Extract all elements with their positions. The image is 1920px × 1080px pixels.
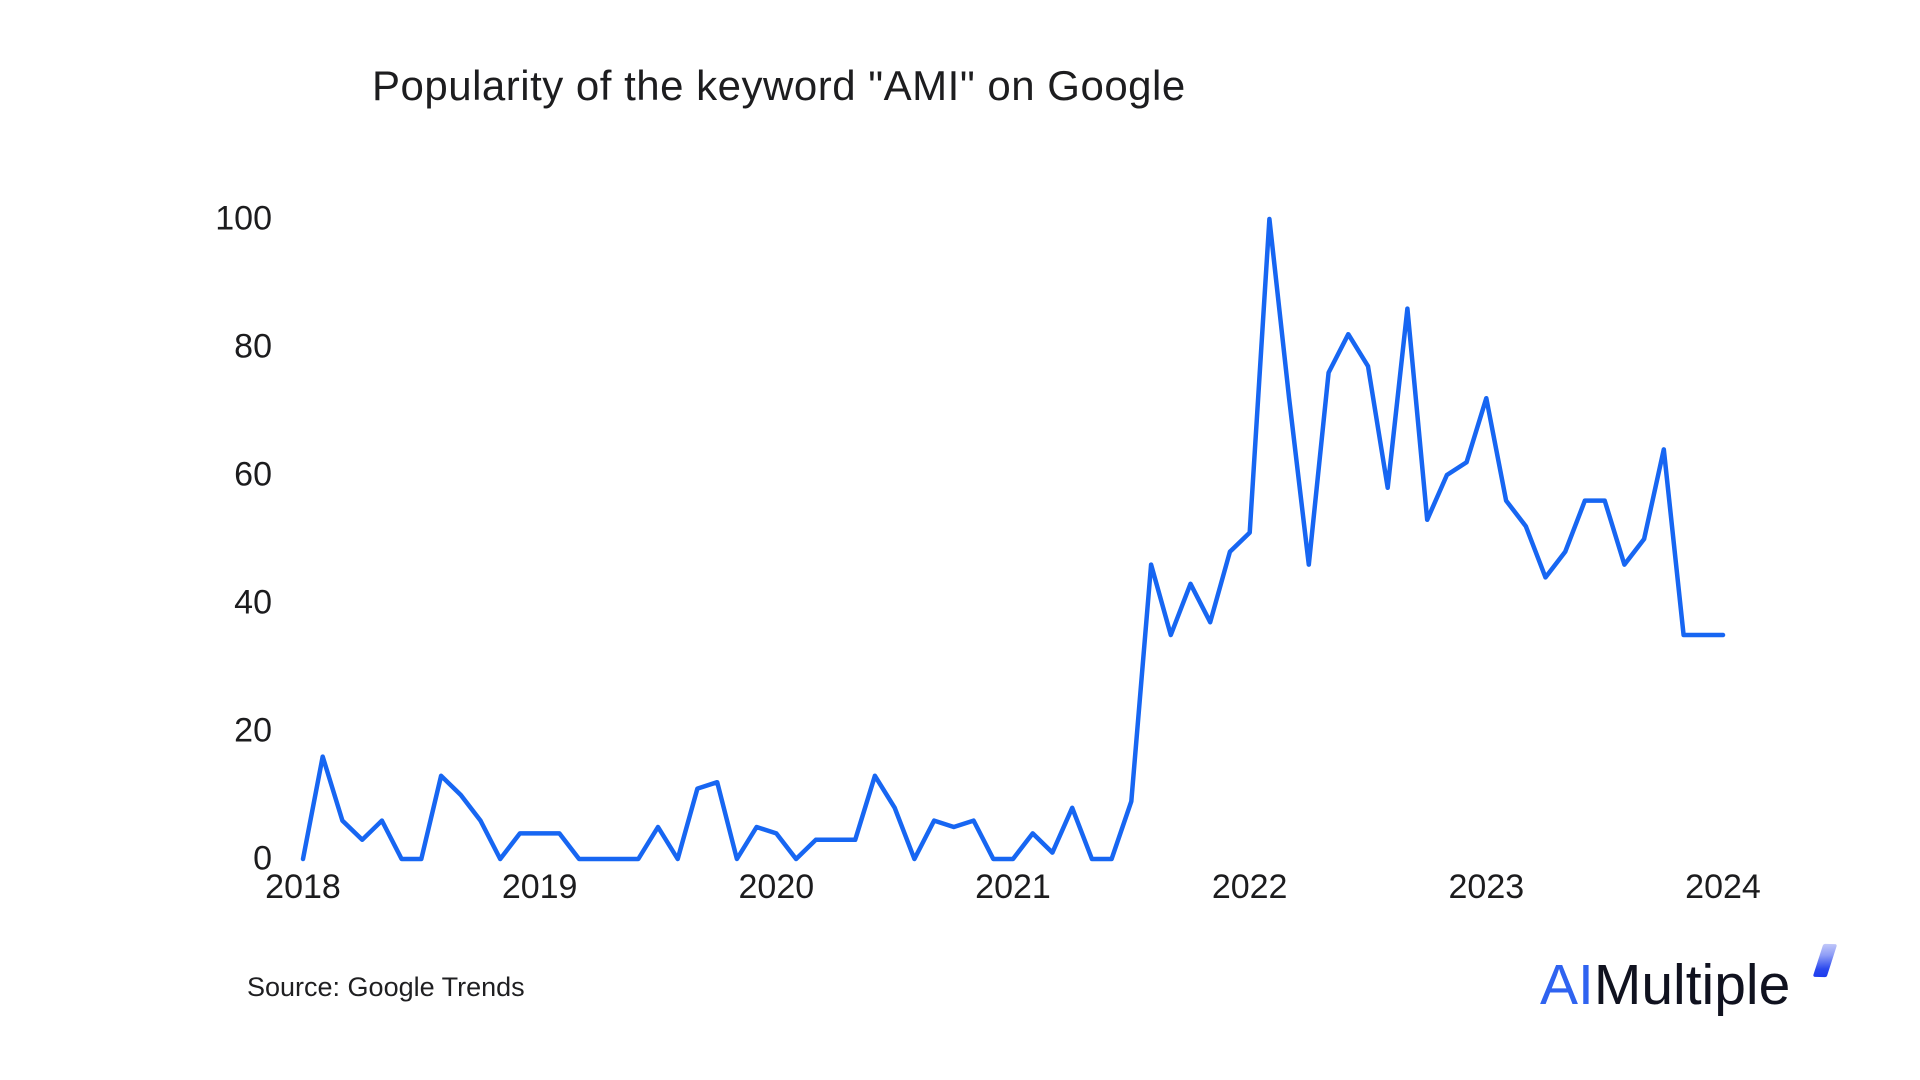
x-tick-label: 2018 [265,868,341,906]
x-tick-label: 2021 [975,868,1051,906]
x-tick-label: 2024 [1685,868,1761,906]
x-tick-label: 2023 [1448,868,1525,906]
x-tick-label: 2022 [1211,868,1288,906]
logo-text-ai: AI [1540,953,1594,1017]
y-tick-label: 60 [234,455,272,494]
chart-title: Popularity of the keyword "AMI" on Googl… [372,62,1186,109]
y-tick-label: 20 [234,711,272,750]
y-tick-label: 0 [253,839,272,878]
y-tick-label: 100 [215,199,272,238]
logo-text-multiple: Multiple [1593,953,1791,1017]
trend-line-series [300,216,1726,862]
aimultiple-logo: AIMultiple [1540,943,1838,1018]
x-tick-label: 2019 [501,868,578,906]
x-tick-label: 2020 [738,868,815,906]
y-tick-label: 80 [234,327,272,366]
source-note: Source: Google Trends [247,972,525,1002]
y-tick-label: 40 [234,583,272,622]
